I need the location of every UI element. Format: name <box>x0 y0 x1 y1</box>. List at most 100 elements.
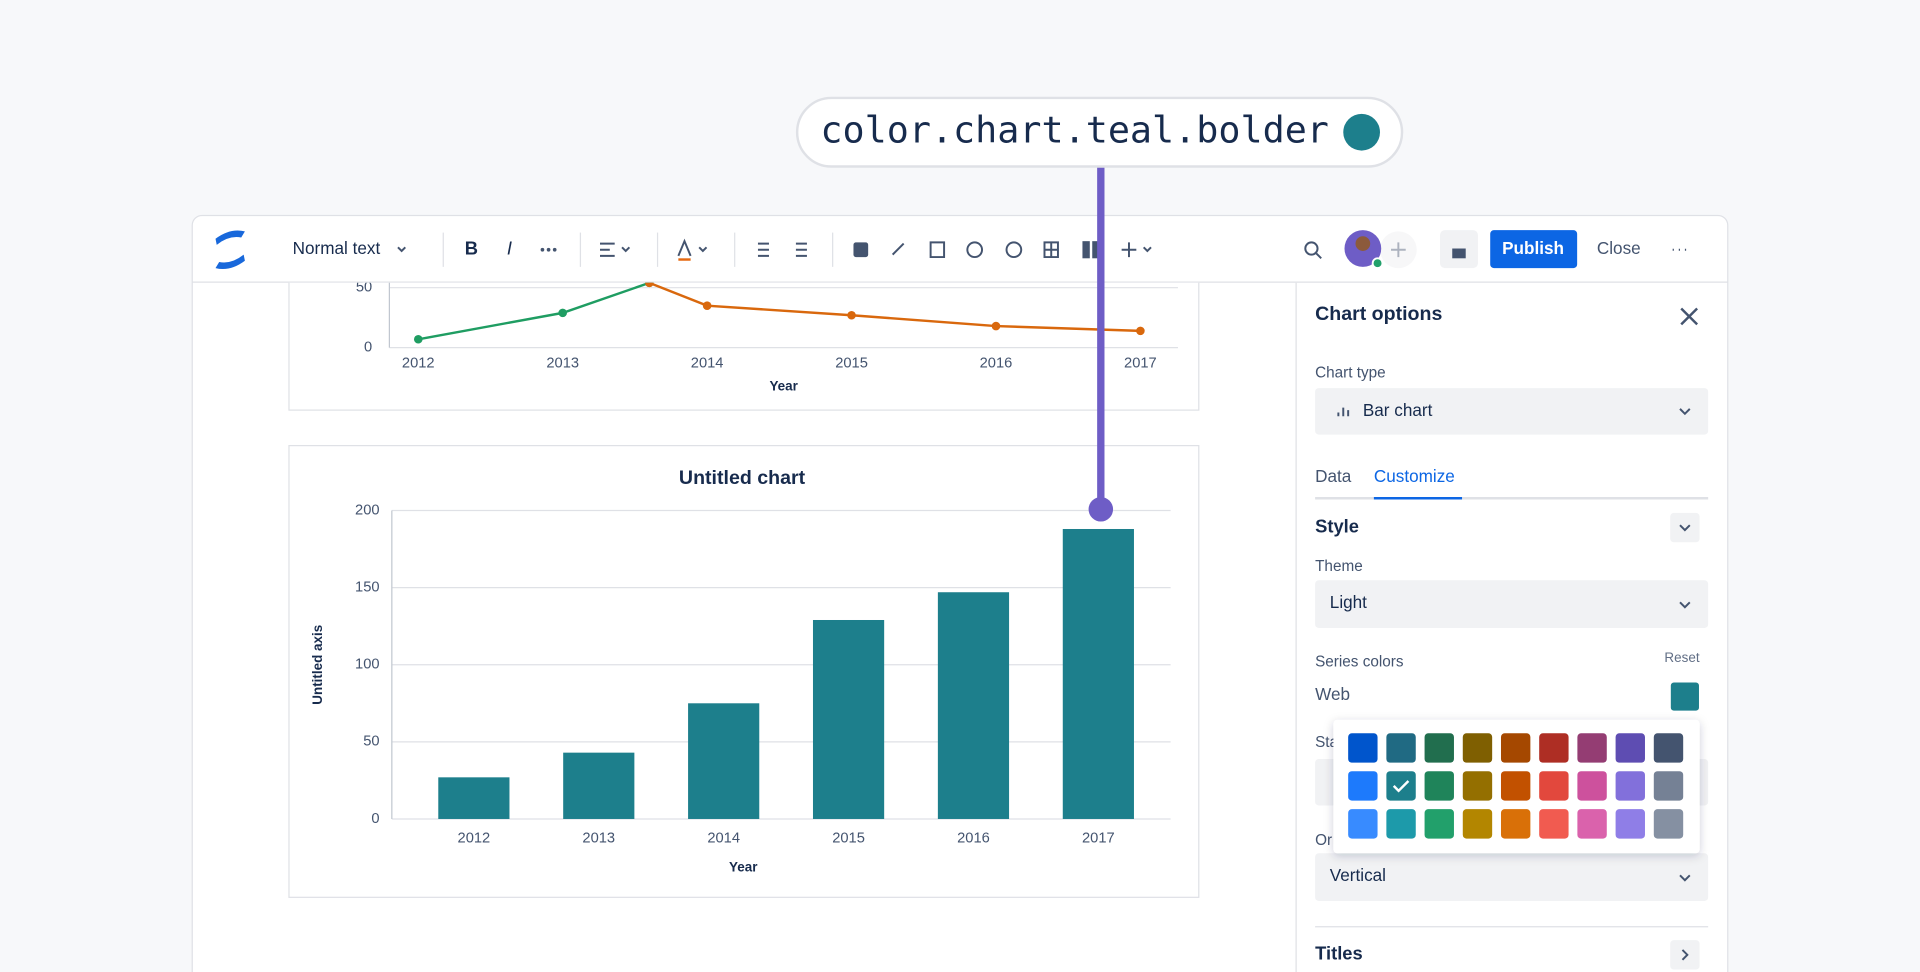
x-tick-label: 2015 <box>832 830 865 846</box>
color-swatch[interactable] <box>1386 733 1416 763</box>
color-swatch[interactable] <box>1462 771 1493 801</box>
task-icon[interactable] <box>853 242 869 258</box>
bar <box>937 592 1010 819</box>
color-swatch[interactable] <box>1424 771 1454 801</box>
color-swatch[interactable] <box>1615 809 1645 839</box>
line-chart: 0 50 2012 2013 2014 2015 2016 2017 Year <box>356 282 1178 393</box>
x-tick-label: 2017 <box>1124 355 1157 371</box>
tab-customize[interactable]: Customize <box>1374 466 1455 486</box>
color-swatch[interactable] <box>1653 771 1684 801</box>
logo[interactable] <box>215 230 245 270</box>
x-axis-title: Year <box>729 860 758 875</box>
color-swatch[interactable] <box>1386 771 1416 801</box>
bar-chart: Untitled chart Untitled axis 0 50 100 150 200 2… <box>310 467 1171 875</box>
section-title: Style <box>1315 515 1359 536</box>
invite[interactable] <box>1380 231 1417 269</box>
theme-select[interactable] <box>1315 580 1709 629</box>
chevrons <box>1679 408 1691 882</box>
separators <box>442 232 834 267</box>
point <box>645 282 654 288</box>
bold-button[interactable]: B <box>465 238 478 259</box>
expand-button[interactable] <box>1670 940 1700 970</box>
style-select[interactable]: Normal text <box>293 238 381 258</box>
chart-title: Untitled chart <box>679 467 806 489</box>
y-tick-label: 200 <box>355 502 380 518</box>
color-swatch[interactable] <box>1615 733 1645 763</box>
bar-chart-card <box>288 444 1200 898</box>
section-title: Titles <box>1315 943 1363 964</box>
field-label: Sta <box>1315 734 1338 751</box>
tab-data[interactable]: Data <box>1315 466 1352 486</box>
color-swatch[interactable] <box>1462 809 1493 839</box>
callout <box>795 96 1404 168</box>
color-swatch[interactable] <box>1424 733 1454 763</box>
x-axis-title: Year <box>769 378 798 393</box>
field-label: Series colors <box>1315 653 1404 670</box>
chevron <box>1681 949 1689 961</box>
color-swatch[interactable] <box>1424 809 1454 839</box>
color-swatch[interactable] <box>1577 733 1607 763</box>
y-tick-label: 0 <box>364 340 372 356</box>
lock-icon <box>1452 248 1466 259</box>
color-swatch[interactable] <box>1500 809 1531 839</box>
color-swatch[interactable] <box>1500 771 1531 801</box>
color-swatch[interactable] <box>1348 809 1378 839</box>
format-icons[interactable] <box>600 238 1687 259</box>
y-tick-label: 50 <box>363 734 379 750</box>
italic-button[interactable]: I <box>507 238 512 259</box>
color-swatch[interactable] <box>1348 771 1378 801</box>
color-swatch[interactable] <box>1539 733 1569 763</box>
color-swatch[interactable] <box>1615 771 1645 801</box>
layout-icon[interactable] <box>1082 241 1090 259</box>
y-tick-label: 150 <box>355 579 380 595</box>
color-swatch[interactable] <box>1653 809 1684 839</box>
point <box>847 310 856 320</box>
close-button[interactable]: Close <box>1597 238 1641 258</box>
chart-type-select[interactable] <box>1315 388 1709 435</box>
palette <box>1348 733 1684 839</box>
x-tick-label: 2013 <box>546 355 579 371</box>
more-icon[interactable] <box>540 247 557 252</box>
publish-button[interactable] <box>1490 230 1578 269</box>
x-tick-label: 2012 <box>402 355 435 371</box>
bar <box>438 777 510 819</box>
bar <box>1062 528 1134 819</box>
close-panel[interactable] <box>1680 307 1699 326</box>
x-tick-label: 2012 <box>458 830 491 846</box>
color-swatch[interactable] <box>1462 733 1493 763</box>
x-tick-label: 2016 <box>980 355 1013 371</box>
presence <box>1371 257 1384 270</box>
color-swatch[interactable] <box>1539 771 1569 801</box>
point <box>558 308 567 318</box>
point <box>413 334 423 344</box>
x-tick-label: 2016 <box>957 830 990 846</box>
color-swatch[interactable] <box>1500 733 1531 763</box>
color-swatch[interactable] <box>1348 733 1378 763</box>
reset-link[interactable]: Reset <box>1664 650 1699 665</box>
callout-dot <box>1088 497 1114 522</box>
y-tick-label: 100 <box>355 657 380 673</box>
bar <box>563 752 635 819</box>
panel-title: Chart options <box>1315 303 1442 325</box>
field-label: Theme <box>1315 558 1363 575</box>
color-swatch[interactable] <box>1539 809 1569 839</box>
x-tick-label: 2014 <box>707 830 740 846</box>
bar <box>688 703 760 819</box>
x-tick-label: 2017 <box>1082 830 1115 846</box>
field-label: Or <box>1315 832 1332 849</box>
collapse-button[interactable] <box>1670 512 1700 543</box>
publish-label: Publish <box>1502 238 1564 258</box>
orientation-select[interactable] <box>1315 853 1709 901</box>
color-swatch[interactable] <box>1653 733 1684 763</box>
toolbar: Normal text B I Publish Close <box>215 230 1687 270</box>
x-tick-label: 2014 <box>691 355 724 371</box>
series-swatch[interactable] <box>1669 681 1701 712</box>
color-swatch[interactable] <box>1577 809 1607 839</box>
chevron <box>397 246 406 253</box>
color-swatch[interactable] <box>1577 771 1607 801</box>
layout-icon <box>1092 241 1100 259</box>
line-chart-card <box>288 282 1200 411</box>
color-swatch[interactable] <box>1386 809 1416 839</box>
point <box>1136 326 1145 336</box>
